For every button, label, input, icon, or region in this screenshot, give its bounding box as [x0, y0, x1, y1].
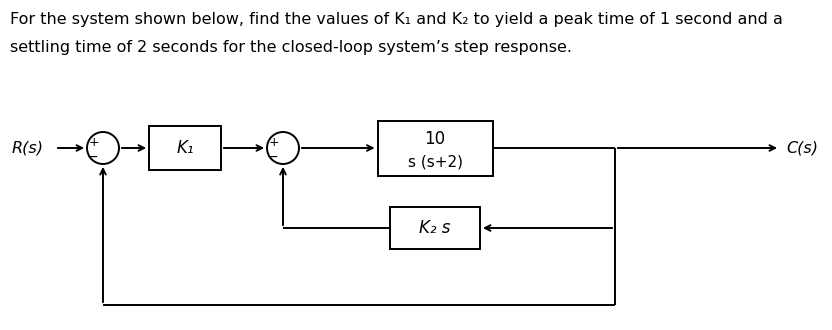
- Text: 10: 10: [424, 130, 446, 148]
- Text: R(s): R(s): [12, 141, 44, 155]
- Text: K₁: K₁: [176, 139, 194, 157]
- Text: −: −: [266, 150, 278, 164]
- Text: C(s): C(s): [786, 141, 818, 155]
- FancyBboxPatch shape: [378, 120, 493, 176]
- FancyBboxPatch shape: [149, 126, 221, 170]
- Text: For the system shown below, find the values of K₁ and K₂ to yield a peak time of: For the system shown below, find the val…: [10, 12, 783, 27]
- Text: settling time of 2 seconds for the closed-loop system’s step response.: settling time of 2 seconds for the close…: [10, 40, 572, 55]
- Text: K₂ s: K₂ s: [419, 219, 451, 237]
- Text: −: −: [87, 150, 98, 164]
- Text: +: +: [269, 137, 280, 149]
- FancyBboxPatch shape: [390, 207, 480, 249]
- Text: s (s+2): s (s+2): [408, 154, 463, 170]
- Text: +: +: [89, 137, 99, 149]
